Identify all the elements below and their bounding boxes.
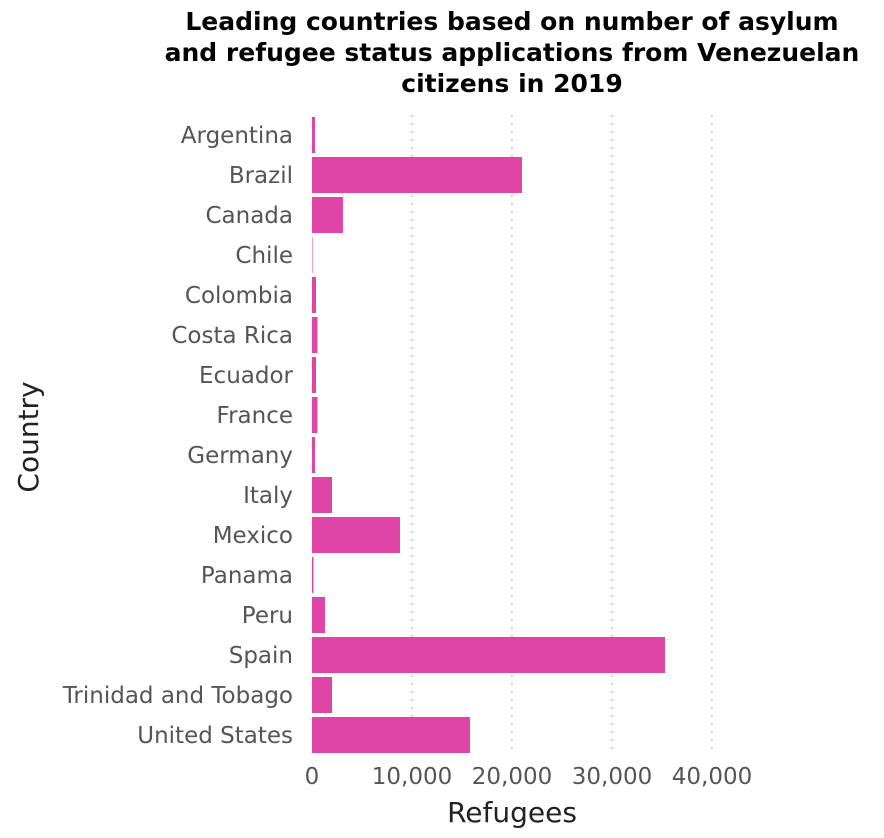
y-tick-label-colombia: Colombia — [185, 283, 293, 309]
bar-italy — [312, 477, 332, 513]
x-tick-label-30000: 30,000 — [572, 764, 652, 790]
y-tick-label-mexico: Mexico — [213, 523, 293, 549]
y-tick-label-panama: Panama — [201, 563, 293, 589]
bar-united-states — [312, 717, 470, 753]
bars — [312, 117, 665, 753]
bar-france — [312, 397, 318, 433]
y-tick-label-peru: Peru — [242, 603, 293, 629]
y-tick-label-spain: Spain — [229, 643, 293, 669]
y-tick-label-italy: Italy — [243, 483, 293, 509]
bar-argentina — [312, 117, 315, 153]
bar-trinidad-and-tobago — [312, 677, 332, 713]
y-tick-label-united-states: United States — [137, 723, 293, 749]
bar-mexico — [312, 517, 400, 553]
y-tick-labels: Argentina Brazil Canada Chile Colombia Costa … — [62, 123, 294, 749]
bar-canada — [312, 197, 343, 233]
bar-ecuador — [312, 357, 316, 393]
bar-chile — [312, 237, 313, 273]
bar-brazil — [312, 157, 522, 193]
y-tick-label-canada: Canada — [205, 203, 293, 229]
x-tick-labels: 0 10,000 20,000 30,000 40,000 — [305, 764, 753, 790]
chart-title-line-1: Leading countries based on number of asy… — [185, 7, 838, 36]
y-tick-label-germany: Germany — [187, 443, 293, 469]
y-tick-label-trinidad-and-tobago: Trinidad and Tobago — [62, 683, 293, 709]
y-tick-label-chile: Chile — [235, 243, 293, 269]
bar-spain — [312, 637, 665, 673]
y-tick-label-argentina: Argentina — [181, 123, 293, 149]
chart-title-line-2: and refugee status applications from Ven… — [165, 38, 860, 67]
x-tick-label-40000: 40,000 — [672, 764, 752, 790]
y-tick-label-brazil: Brazil — [229, 163, 293, 189]
y-tick-label-france: France — [217, 403, 293, 429]
chart-title-line-3: citizens in 2019 — [401, 69, 622, 98]
y-axis-label: Country — [12, 381, 45, 492]
x-tick-label-0: 0 — [305, 764, 320, 790]
x-axis-label: Refugees — [447, 796, 577, 829]
bar-colombia — [312, 277, 316, 313]
x-tick-label-10000: 10,000 — [372, 764, 452, 790]
chart-title: Leading countries based on number of asy… — [165, 7, 860, 98]
bar-panama — [312, 557, 314, 593]
y-tick-label-costa-rica: Costa Rica — [171, 323, 293, 349]
y-tick-label-ecuador: Ecuador — [199, 363, 294, 389]
bar-germany — [312, 437, 315, 473]
bar-costa-rica — [312, 317, 318, 353]
gridlines — [411, 115, 713, 755]
x-tick-label-20000: 20,000 — [472, 764, 552, 790]
bar-peru — [312, 597, 325, 633]
